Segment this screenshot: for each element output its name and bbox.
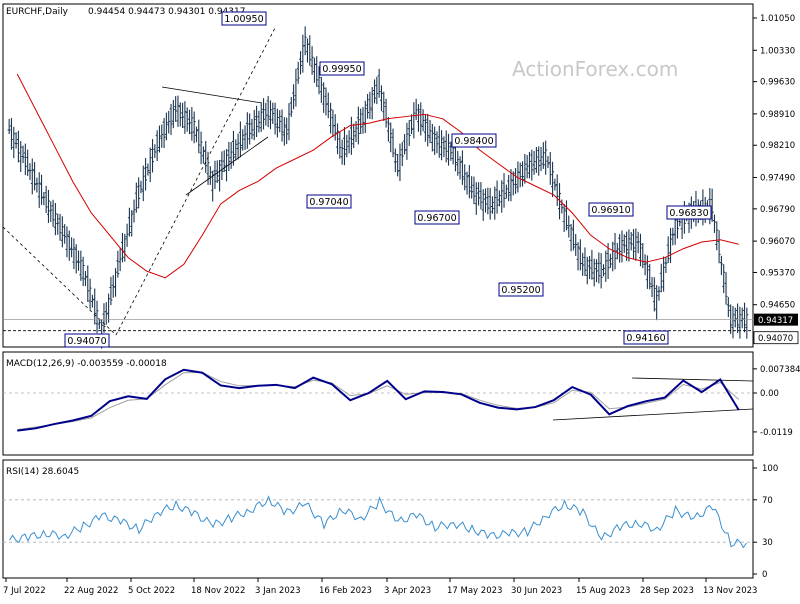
macd-indicator-label: MACD(12,26,9) -0.003559 -0.00018	[6, 359, 167, 369]
price-annotation-label: 0.97040	[309, 197, 348, 208]
price-bars	[7, 26, 749, 349]
price-annotation-label: 0.96700	[417, 213, 456, 224]
price-annotation: 0.97040	[306, 194, 352, 209]
price-annotation-label: 1.00950	[224, 14, 263, 25]
price-annotation: 0.94160	[623, 330, 669, 345]
panel-frames	[2, 3, 754, 579]
price-annotation: 0.96830	[666, 205, 712, 220]
price-annotation-box	[498, 282, 544, 297]
x-tick-label: 17 May 2023	[447, 586, 502, 596]
y-tick-label: 0.96070	[760, 237, 795, 247]
price-annotation-box	[306, 194, 352, 209]
x-tick-label: 22 Aug 2022	[64, 586, 118, 596]
x-tick-label: 30 Jun 2023	[511, 586, 562, 596]
price-annotation-label: 0.98400	[454, 136, 493, 147]
support-price-tag	[753, 331, 799, 345]
x-tick-label: 3 Jan 2023	[255, 586, 301, 596]
price-annotation-label: 0.94070	[67, 336, 106, 347]
price-annotation-box	[414, 210, 460, 225]
price-annotation: 0.98400	[451, 133, 497, 148]
macd-tick-label: -0.0119	[760, 428, 793, 438]
y-tick-label: 0.94650	[760, 301, 795, 311]
header-symbol: EURCHF,Daily	[6, 7, 69, 17]
x-tick-label: 16 Feb 2023	[319, 586, 372, 596]
price-annotation: 0.95200	[498, 282, 544, 297]
solid-trendline	[552, 408, 754, 421]
solid-trendline	[185, 136, 269, 196]
rsi-tick-label: 70	[762, 496, 773, 506]
x-tick-label: 3 Apr 2023	[384, 586, 431, 596]
x-tick-label: 13 Nov 2023	[703, 586, 757, 596]
price-annotation-box	[666, 205, 712, 220]
x-tick-label: 18 Nov 2022	[191, 586, 245, 596]
y-tick-label: 1.00330	[760, 46, 795, 56]
price-annotation: 0.96700	[414, 210, 460, 225]
rsi-tick-label: 0	[762, 570, 767, 580]
price-annotations: 1.00950 0.99950 0.98400 0.97040 0.96700 0.969…	[64, 11, 712, 348]
moving-average-line	[16, 73, 739, 279]
price-moving-average	[16, 73, 739, 279]
y-tick-label: 0.95370	[760, 268, 795, 278]
panel-frame	[2, 459, 754, 579]
x-axis: 7 Jul 2022 22 Aug 2022 5 Oct 2022 18 Nov 20…	[3, 578, 757, 596]
price-annotation-box	[623, 330, 669, 345]
macd-signal-line	[17, 371, 740, 431]
price-annotation-box	[319, 61, 365, 76]
price-annotation-box	[64, 333, 110, 348]
dashed-trendline	[2, 226, 117, 336]
rsi-line	[9, 495, 747, 549]
macd-tick-label: 0.00	[760, 389, 779, 399]
price-annotation-label: 0.96910	[591, 205, 630, 216]
price-axis: 1.01050 1.00330 0.99630 0.98910 0.98210 0.974…	[753, 14, 799, 345]
y-tick-label: 0.98910	[760, 110, 795, 120]
x-tick-label: 15 Aug 2023	[576, 586, 630, 596]
watermark-text: ActionForex.com	[512, 57, 678, 81]
y-tick-label: 0.96790	[760, 205, 795, 215]
price-annotation: 0.94070	[64, 333, 110, 348]
y-tick-label: 0.97490	[760, 173, 795, 183]
price-annotation-box	[588, 202, 634, 217]
rsi-tick-label: 100	[762, 464, 778, 474]
solid-trendline	[161, 86, 263, 104]
price-annotation-label: 0.95200	[501, 285, 540, 296]
header-ohlc: 0.94454 0.94473 0.94301 0.94317	[88, 7, 245, 17]
price-annotation-label: 0.96830	[669, 208, 708, 219]
price-annotation-label: 0.99950	[322, 64, 361, 75]
y-tick-label: 0.98210	[760, 141, 795, 151]
x-tick-label: 5 Oct 2022	[128, 586, 175, 596]
support-price-label: 0.94070	[758, 334, 793, 344]
x-tick-label: 28 Sep 2023	[640, 586, 694, 596]
price-annotation-box	[221, 11, 267, 26]
x-tick-label: 7 Jul 2022	[3, 586, 46, 596]
y-tick-label: 1.01050	[760, 14, 795, 24]
panel-frame	[2, 3, 754, 348]
current-price-label: 0.94317	[758, 316, 793, 326]
y-tick-label: 0.99630	[760, 78, 795, 88]
price-annotation-label: 0.94160	[626, 333, 665, 344]
current-price-tag	[754, 313, 798, 326]
macd-line	[17, 368, 740, 432]
panel-frame	[2, 351, 754, 456]
solid-trendline	[631, 377, 754, 382]
price-annotation: 1.00950	[221, 11, 267, 26]
rsi-panel: 100 70 30 0	[3, 464, 778, 580]
price-annotation-box	[451, 133, 497, 148]
macd-panel: 0.007384 0.00 -0.0119	[3, 365, 800, 438]
price-annotation: 0.96910	[588, 202, 634, 217]
rsi-indicator-label: RSI(14) 28.6045	[6, 467, 79, 477]
dashed-trendline	[115, 27, 276, 336]
price-annotation: 0.99950	[319, 61, 365, 76]
macd-tick-label: 0.007384	[760, 365, 800, 375]
rsi-tick-label: 30	[762, 538, 773, 548]
